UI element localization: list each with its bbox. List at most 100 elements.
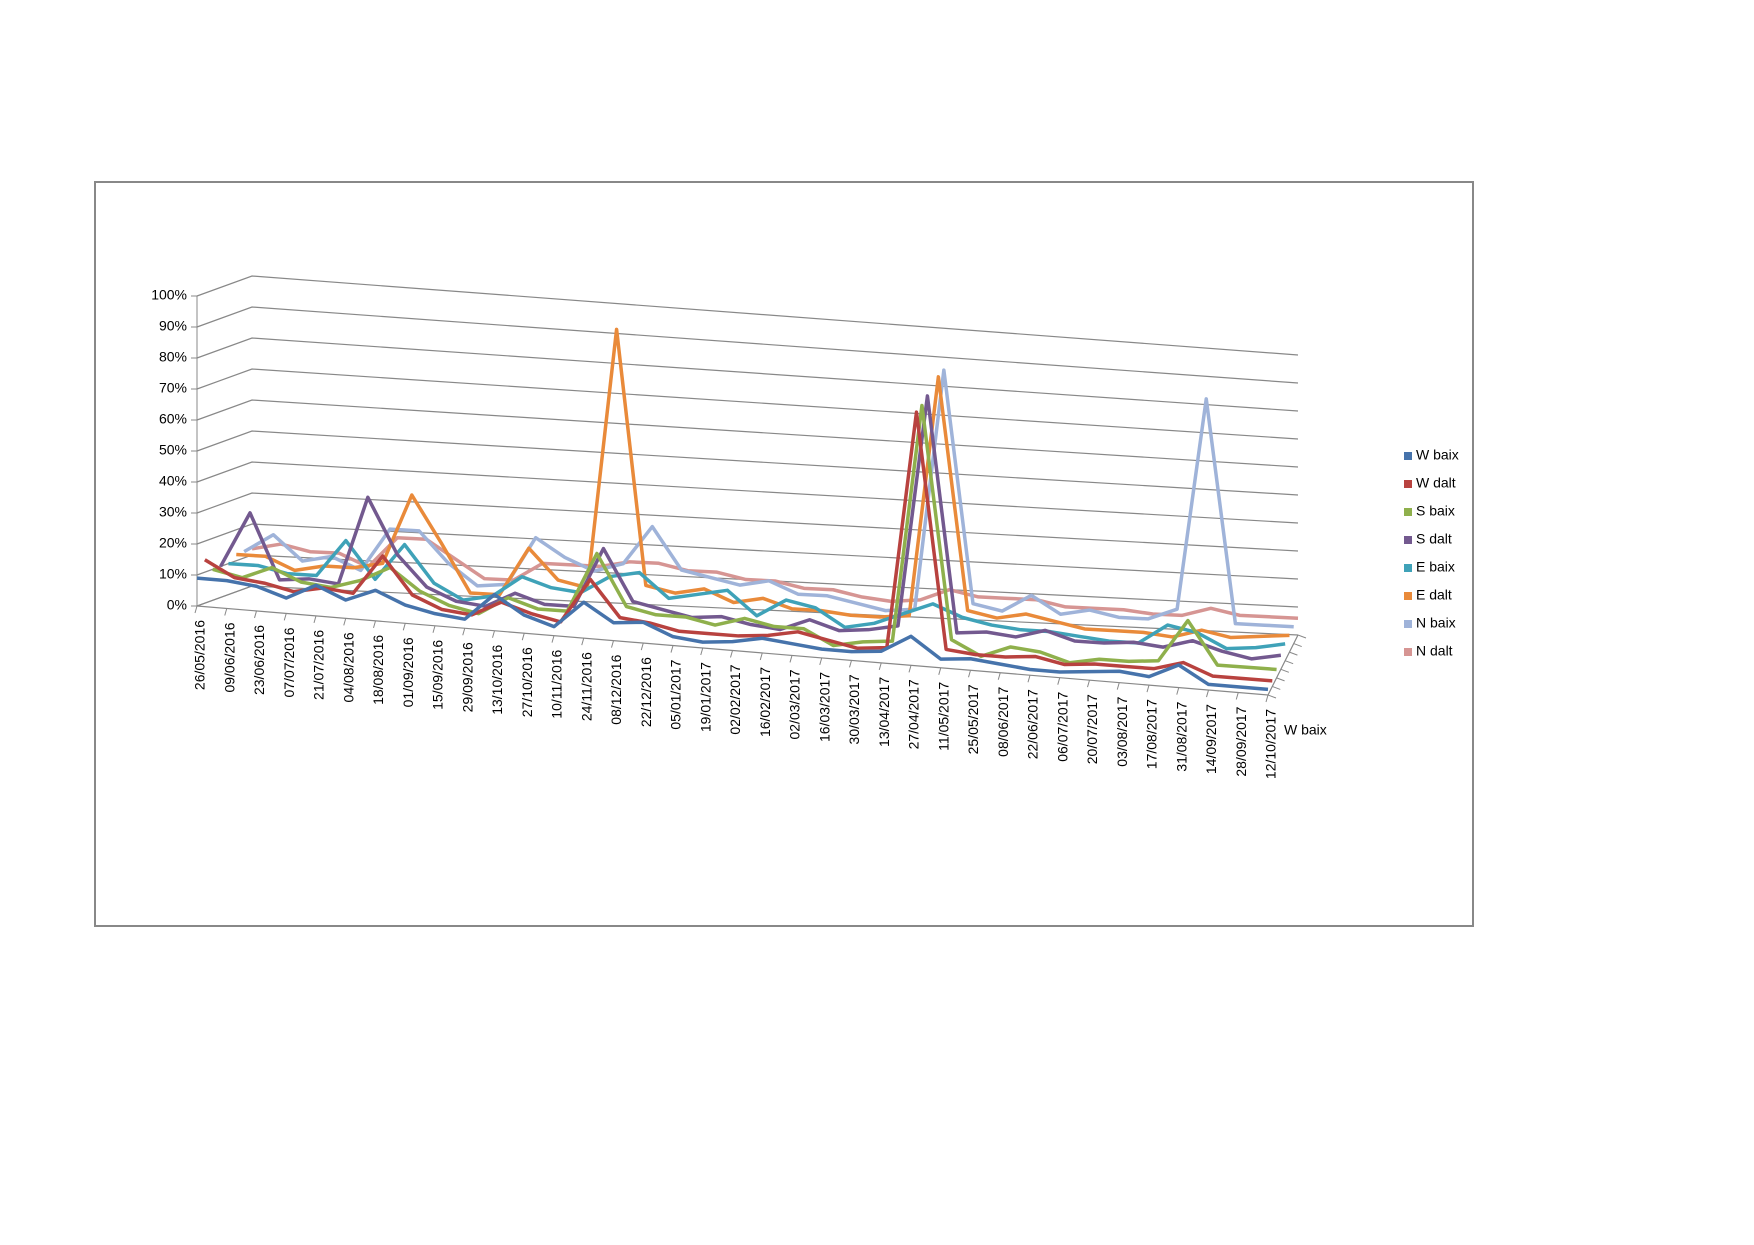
x-tick-label: 02/02/2017 (727, 664, 743, 734)
x-tick-label: 19/01/2017 (697, 662, 713, 732)
grid-line (196, 399, 1299, 468)
y-tick-label: 70% (159, 380, 187, 396)
x-tick-label: 15/09/2016 (430, 640, 446, 710)
x-tick (254, 610, 257, 619)
y-tick-label: 30% (159, 504, 187, 520)
y-tick-label: 0% (167, 597, 187, 613)
x-tick (759, 652, 763, 661)
series-line (228, 538, 1286, 651)
series-line (236, 327, 1290, 640)
x-tick (819, 657, 823, 666)
y-tick-label: 100% (151, 287, 187, 303)
legend-swatch (1404, 592, 1412, 600)
x-tick (1206, 689, 1209, 698)
x-tick (1116, 682, 1120, 690)
depth-tick (1272, 685, 1281, 690)
legend-label: W dalt (1416, 475, 1456, 491)
x-tick (581, 638, 585, 646)
x-tick-label: 18/08/2016 (370, 635, 386, 705)
y-tick-label: 80% (159, 349, 187, 365)
x-tick (432, 625, 436, 633)
x-tick-label: 16/03/2017 (816, 672, 832, 742)
depth-tick (1293, 643, 1302, 648)
y-tick-label: 90% (159, 318, 187, 334)
x-tick-label: 17/08/2017 (1144, 699, 1160, 769)
x-tick (521, 633, 525, 641)
x-tick (1087, 680, 1090, 688)
grid-line (196, 275, 1299, 356)
x-tick (789, 655, 793, 663)
x-tick-label: 08/12/2016 (608, 654, 624, 724)
x-tick-label: 09/06/2016 (221, 622, 237, 692)
depth-tick (1297, 634, 1307, 639)
x-tick-label: 27/04/2017 (906, 679, 922, 749)
x-tick-label: 13/10/2016 (489, 645, 505, 715)
x-tick-label: 13/04/2017 (876, 677, 892, 747)
x-tick-label: 06/07/2017 (1054, 691, 1070, 761)
legend-label: S dalt (1416, 531, 1452, 547)
depth-label: W baix (1284, 722, 1327, 738)
x-tick-label: 30/03/2017 (846, 674, 862, 744)
series-line (243, 368, 1294, 629)
x-tick (462, 628, 466, 636)
series-line (219, 394, 1282, 661)
x-tick-label: 02/03/2017 (787, 669, 803, 739)
chart-frame (94, 181, 1474, 927)
depth-tick (1289, 651, 1298, 656)
legend-label: W baix (1416, 447, 1459, 463)
legend-swatch (1404, 480, 1412, 488)
x-tick-label: 05/01/2017 (668, 659, 684, 729)
x-tick (670, 645, 674, 653)
x-tick (1176, 687, 1180, 695)
x-tick-label: 20/07/2017 (1084, 694, 1100, 764)
legend-swatch (1404, 620, 1412, 628)
series-line (196, 576, 1269, 692)
x-tick-label: 26/05/2016 (192, 620, 208, 690)
x-tick-label: 22/12/2016 (638, 657, 654, 727)
x-tick (997, 672, 1001, 680)
x-tick-label: 16/02/2017 (757, 667, 773, 737)
x-tick (849, 660, 852, 668)
x-tick (640, 642, 644, 651)
x-tick-label: 08/06/2017 (995, 687, 1011, 757)
x-tick-label: 24/11/2016 (578, 652, 594, 721)
legend-swatch (1404, 452, 1412, 460)
x-tick (283, 613, 287, 621)
grid-line (196, 306, 1299, 384)
x-tick-label: 03/08/2017 (1114, 696, 1130, 766)
x-tick-label: 12/10/2017 (1263, 709, 1279, 779)
x-tick (878, 662, 882, 670)
legend-swatch (1404, 648, 1412, 656)
legend-label: S baix (1416, 503, 1455, 519)
x-tick-label: 23/06/2016 (251, 625, 267, 695)
x-tick (700, 647, 704, 656)
x-tick-label: 14/09/2017 (1203, 704, 1219, 774)
x-tick-label: 10/11/2016 (549, 649, 565, 718)
x-tick-label: 07/07/2016 (281, 627, 297, 697)
x-tick (938, 667, 942, 675)
y-tick-label: 10% (159, 566, 187, 582)
y-tick-label: 60% (159, 411, 187, 427)
x-tick-label: 31/08/2017 (1173, 701, 1189, 771)
depth-tick (1267, 694, 1277, 699)
x-tick-label: 22/06/2017 (1025, 689, 1041, 759)
x-tick (1235, 692, 1239, 700)
x-tick (968, 670, 971, 678)
y-tick-label: 50% (159, 442, 187, 458)
legend-label: E dalt (1416, 587, 1452, 603)
x-tick (1057, 677, 1061, 685)
x-tick (313, 615, 317, 624)
x-tick (611, 640, 614, 648)
series-line (203, 410, 1273, 683)
x-tick-label: 21/07/2016 (311, 630, 327, 700)
x-tick-label: 27/10/2016 (519, 647, 535, 717)
x-tick (1265, 694, 1269, 703)
y-tick-label: 20% (159, 535, 187, 551)
legend-swatch (1404, 564, 1412, 572)
x-tick (1146, 684, 1150, 693)
legend-swatch (1404, 508, 1412, 516)
legend-swatch (1404, 536, 1412, 544)
x-tick (402, 623, 406, 631)
x-tick-label: 01/09/2016 (400, 637, 416, 707)
